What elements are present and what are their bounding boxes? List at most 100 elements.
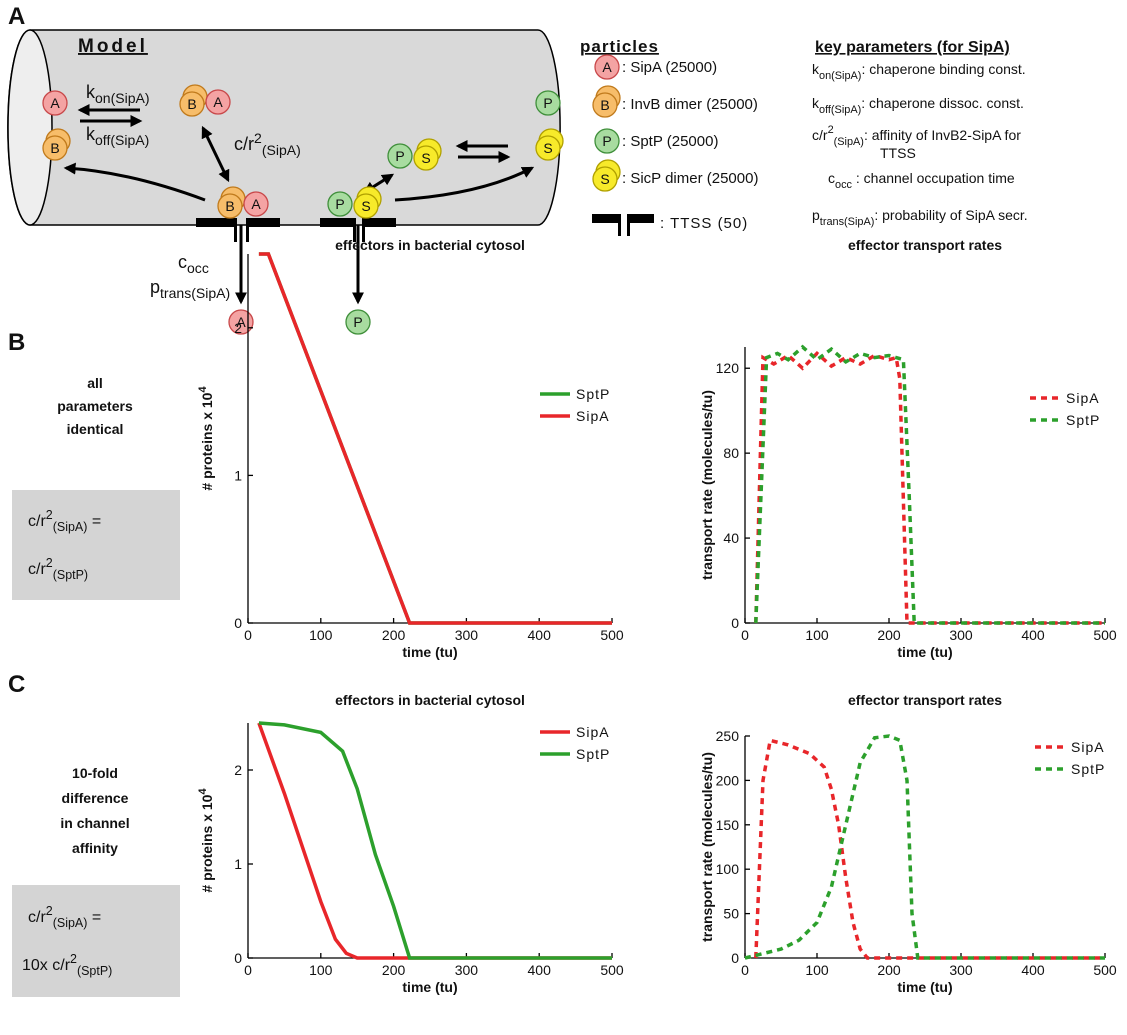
particle xyxy=(327,191,353,217)
arrow xyxy=(394,166,535,202)
y-axis-label: # proteins x 104 xyxy=(197,788,215,893)
chart-title: effector transport rates xyxy=(848,692,1002,708)
key-param: TTSS xyxy=(880,145,916,161)
particle xyxy=(243,191,269,217)
particles-diagram: A B B A B A P S P S P S A P A B P S xyxy=(42,54,621,335)
condition-box xyxy=(12,490,180,600)
particle xyxy=(205,89,231,115)
particle-legend: : TTSS (50) xyxy=(660,215,748,232)
y-tick-label: 1 xyxy=(234,856,242,872)
y-tick-label: 40 xyxy=(723,530,739,546)
series-line xyxy=(258,721,612,960)
particle-legend: : SicP dimer (25000) xyxy=(622,170,758,187)
text-part: (SptP) xyxy=(53,568,88,582)
y-tick-label: 0 xyxy=(731,615,739,631)
legend-label: SptP xyxy=(576,746,610,762)
text-part: occ xyxy=(835,179,853,191)
text-part: (SipA) xyxy=(53,916,88,930)
text-part: off(SipA) xyxy=(819,104,861,116)
y-axis-label-text: transport rate (molecules/tu) xyxy=(699,390,715,580)
particle xyxy=(42,90,68,116)
chart-title: effector transport rates xyxy=(848,237,1002,253)
y-tick-label: 80 xyxy=(723,445,739,461)
ptrans-label: ptrans(SipA) xyxy=(150,277,230,301)
text-part: p xyxy=(812,207,820,223)
particle-legend: : SptP (25000) xyxy=(622,133,718,150)
text-part: : chaperone dissoc. const. xyxy=(861,95,1024,111)
y-axis-label: # proteins x 104 xyxy=(197,386,215,491)
text-part: k xyxy=(812,95,820,111)
row-description: in channel xyxy=(60,815,129,831)
x-tick-label: 200 xyxy=(382,962,406,978)
x-tick-label: 200 xyxy=(877,627,901,643)
text-part: on(SipA) xyxy=(95,90,150,106)
row-description: identical xyxy=(67,421,124,437)
y-tick-label: 2 xyxy=(234,320,242,336)
particle-letter: P xyxy=(543,95,552,111)
text-part: : chaperone binding const. xyxy=(861,61,1025,77)
y-axis-label-sup: 4 xyxy=(197,386,209,393)
y-tick-label: 0 xyxy=(731,950,739,966)
text-part: occ xyxy=(187,260,209,276)
particle-letter: A xyxy=(251,196,261,212)
x-tick-label: 300 xyxy=(455,627,479,643)
kon-label: kon(SipA) xyxy=(86,82,150,106)
text-part: 2 xyxy=(46,556,53,570)
text-part: = xyxy=(87,513,101,530)
cocc-label: cocc xyxy=(178,252,209,276)
key-param: kon(SipA): chaperone binding const. xyxy=(812,61,1026,82)
text-part: TTSS xyxy=(880,145,916,161)
ttss xyxy=(196,214,654,242)
text-part: c xyxy=(828,170,835,186)
y-tick-label: 50 xyxy=(723,906,739,922)
legend-label: SipA xyxy=(1071,739,1105,755)
x-axis-label: time (tu) xyxy=(897,979,952,995)
particle-letter: S xyxy=(361,198,370,214)
particle-letter: B xyxy=(225,198,234,214)
koff-label: koff(SipA) xyxy=(86,124,149,148)
row-description: difference xyxy=(62,790,129,806)
text-part: trans(SipA) xyxy=(820,216,875,228)
particle-letter: A xyxy=(602,59,612,75)
row-description: all xyxy=(87,375,103,391)
particle-letter: P xyxy=(602,133,611,149)
y-axis-label-text: # proteins x 10 xyxy=(199,794,215,892)
x-tick-label: 400 xyxy=(528,962,552,978)
text-part: 10x c/r xyxy=(22,957,71,974)
particle-letter: P xyxy=(353,314,362,330)
x-tick-label: 300 xyxy=(455,962,479,978)
x-tick-label: 400 xyxy=(528,627,552,643)
text-part: k xyxy=(86,124,96,144)
particle xyxy=(594,128,620,154)
x-tick-label: 400 xyxy=(1021,627,1045,643)
arrow xyxy=(63,162,206,202)
chart-title: effectors in bacterial cytosol xyxy=(335,692,525,708)
condition: 10x c/r2(SptP) xyxy=(22,952,112,978)
condition-box xyxy=(12,885,180,997)
y-tick-label: 120 xyxy=(716,360,740,376)
row-description: parameters xyxy=(57,398,133,414)
x-tick-label: 0 xyxy=(244,962,252,978)
y-axis-label-text: # proteins x 10 xyxy=(199,392,215,490)
text-part: c/r xyxy=(234,134,254,154)
condition: c/r2(SptP) xyxy=(28,556,88,582)
text-part: c/r xyxy=(28,513,46,530)
particle-letter: S xyxy=(600,171,609,187)
x-tick-label: 100 xyxy=(805,627,829,643)
text-part: = xyxy=(87,909,101,926)
text-part: 2 xyxy=(828,124,834,136)
legend-label: SptP xyxy=(1071,761,1105,777)
text-part: 2 xyxy=(46,904,53,918)
particle xyxy=(228,309,254,335)
bacterium-end xyxy=(7,29,53,226)
particle-letter: B xyxy=(50,140,59,156)
x-tick-label: 0 xyxy=(741,962,749,978)
particle xyxy=(345,309,371,335)
panel-label: B xyxy=(8,329,25,356)
series-line xyxy=(258,252,612,625)
y-axis-label: transport rate (molecules/tu) xyxy=(699,752,715,942)
particle-legend: : SipA (25000) xyxy=(622,59,717,76)
text-part: (SipA) xyxy=(262,142,301,158)
x-tick-label: 500 xyxy=(600,627,624,643)
